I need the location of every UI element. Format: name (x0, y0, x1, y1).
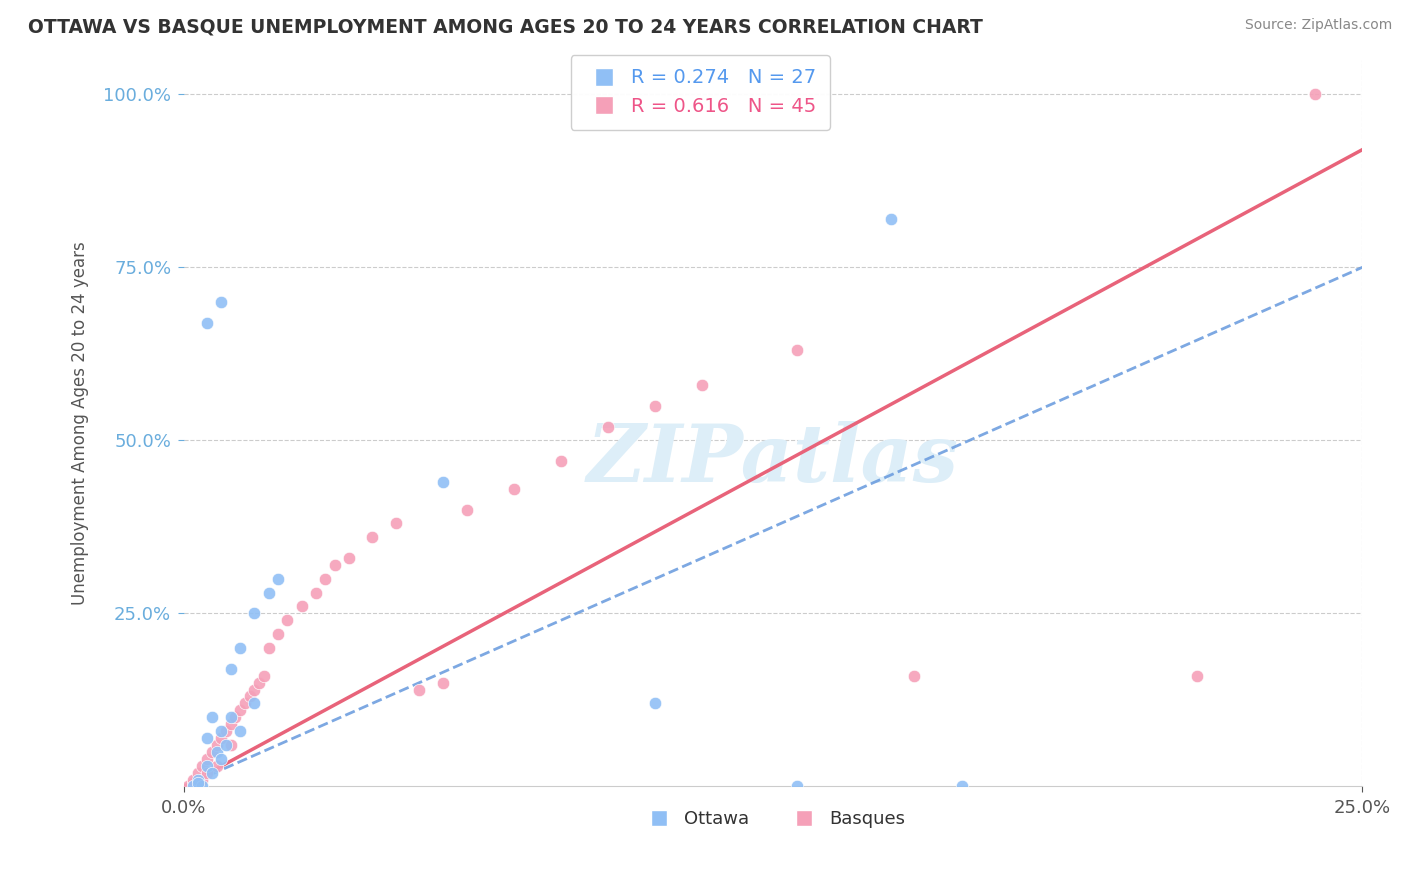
Point (215, 724, 238, 739)
Point (786, 343, 808, 358)
Point (209, 294, 232, 309)
Y-axis label: Unemployment Among Ages 20 to 24 years: Unemployment Among Ages 20 to 24 years (72, 241, 89, 605)
Point (195, 752, 218, 766)
Point (219, 717, 242, 731)
Point (191, 780, 214, 794)
Point (233, 697, 256, 711)
Point (314, 572, 336, 586)
Point (267, 572, 290, 586)
Point (201, 710, 224, 724)
Point (187, 765, 209, 780)
Point (408, 682, 430, 697)
Point (253, 669, 276, 683)
Point (337, 551, 360, 566)
Point (209, 724, 232, 739)
Point (432, 475, 454, 489)
Point (644, 697, 666, 711)
Text: ZIPatlas: ZIPatlas (586, 421, 959, 498)
Point (432, 675, 454, 690)
Point (385, 516, 408, 531)
Point (177, 780, 200, 794)
Point (191, 758, 214, 772)
Point (243, 682, 266, 697)
Point (187, 776, 209, 790)
Point (195, 765, 218, 780)
Point (267, 627, 290, 641)
Point (224, 710, 246, 724)
Point (205, 758, 228, 772)
Point (257, 585, 280, 599)
Point (181, 776, 204, 790)
Text: OTTAWA VS BASQUE UNEMPLOYMENT AMONG AGES 20 TO 24 YEARS CORRELATION CHART: OTTAWA VS BASQUE UNEMPLOYMENT AMONG AGES… (28, 18, 983, 37)
Point (290, 599, 312, 614)
Point (361, 530, 384, 544)
Point (786, 780, 808, 794)
Point (219, 710, 242, 724)
Point (1303, 87, 1326, 102)
Point (257, 640, 280, 655)
Point (209, 731, 232, 745)
Point (215, 738, 238, 752)
Point (550, 454, 572, 468)
Point (880, 211, 903, 226)
Point (219, 662, 242, 676)
Point (187, 776, 209, 790)
Text: Source: ZipAtlas.com: Source: ZipAtlas.com (1244, 18, 1392, 32)
Point (456, 502, 478, 516)
Point (181, 772, 204, 787)
Legend: Ottawa, Basques: Ottawa, Basques (634, 803, 912, 836)
Point (195, 316, 218, 330)
Point (209, 752, 232, 766)
Point (201, 765, 224, 780)
Point (305, 585, 328, 599)
Point (201, 745, 224, 759)
Point (229, 703, 252, 717)
Point (229, 640, 252, 655)
Point (181, 780, 204, 794)
Point (323, 558, 346, 572)
Point (205, 738, 228, 752)
Point (596, 419, 619, 434)
Point (187, 772, 209, 787)
Point (692, 378, 714, 392)
Point (205, 745, 228, 759)
Point (903, 669, 925, 683)
Point (1187, 669, 1209, 683)
Point (191, 772, 214, 787)
Point (247, 675, 270, 690)
Point (950, 780, 973, 794)
Point (239, 690, 262, 704)
Point (229, 724, 252, 739)
Point (219, 738, 242, 752)
Point (195, 758, 218, 772)
Point (195, 731, 218, 745)
Point (243, 697, 266, 711)
Point (502, 482, 524, 496)
Point (243, 607, 266, 621)
Point (644, 399, 666, 413)
Point (276, 613, 298, 627)
